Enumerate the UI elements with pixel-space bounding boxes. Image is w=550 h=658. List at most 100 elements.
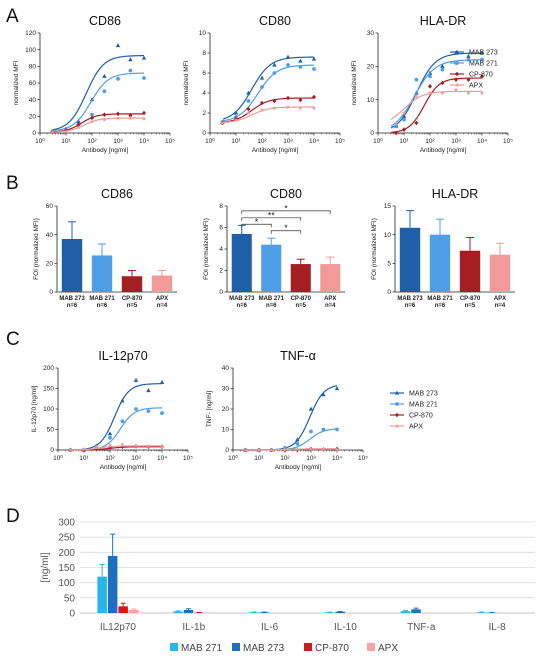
data-point bbox=[94, 444, 99, 449]
data-point bbox=[298, 58, 303, 63]
curve-cp-870 bbox=[52, 113, 144, 133]
y-tick-label: 0 bbox=[50, 447, 54, 454]
y-tick-label: 0 bbox=[202, 130, 206, 137]
bar-apx bbox=[489, 254, 511, 292]
category-label: MAB 271 bbox=[89, 296, 115, 302]
y-tick-label: 6 bbox=[219, 225, 223, 232]
data-point bbox=[120, 442, 125, 447]
legend-swatch bbox=[304, 643, 312, 651]
bar bbox=[476, 612, 487, 613]
y-tick-label: 5 bbox=[387, 261, 391, 268]
data-point bbox=[440, 80, 445, 86]
data-point bbox=[141, 116, 147, 121]
data-point bbox=[246, 90, 251, 95]
legend-swatch bbox=[367, 643, 375, 651]
data-point bbox=[107, 431, 113, 436]
y-tick-label: 10 bbox=[222, 427, 230, 434]
x-tick-label: 10⁵ bbox=[503, 138, 513, 145]
category-n-label: n=4 bbox=[157, 303, 168, 309]
legend-marker bbox=[394, 423, 400, 429]
bar bbox=[118, 606, 128, 613]
bar bbox=[335, 611, 345, 613]
legend-a: MAB 273 MAB 271 CP-870 APX bbox=[450, 49, 498, 89]
data-point bbox=[102, 117, 107, 122]
y-tick-label: 30 bbox=[367, 30, 375, 37]
y-tick-label: 8 bbox=[202, 50, 206, 57]
legend-marker bbox=[455, 71, 459, 77]
cytokine-bar-chart: 0 50 100 150 200 250 300 [ng/ml] IL12p70 IL-1b IL-… bbox=[40, 518, 535, 633]
y-tick-label: 200 bbox=[43, 365, 54, 372]
data-point bbox=[308, 446, 314, 452]
category-label: IL-1b bbox=[182, 622, 205, 633]
x-tick-label: 10³ bbox=[451, 138, 461, 145]
legend-swatch bbox=[170, 643, 178, 651]
data-point bbox=[308, 406, 314, 411]
data-point bbox=[141, 55, 147, 60]
cytokine-legend: MAB 271 MAB 273 CP-870 APX bbox=[170, 643, 398, 654]
x-tick-label: 10¹ bbox=[254, 455, 264, 462]
data-point bbox=[312, 67, 316, 71]
data-point bbox=[89, 119, 95, 124]
category-label: APX bbox=[494, 296, 506, 302]
data-point bbox=[233, 110, 239, 115]
panel-label-c: C bbox=[6, 329, 20, 350]
data-point bbox=[142, 110, 146, 116]
bar-mab-271 bbox=[429, 234, 451, 292]
y-tick-label: 100 bbox=[43, 406, 54, 413]
x-tick-label: 10⁴ bbox=[157, 455, 167, 462]
y-tick-label: 0 bbox=[69, 609, 75, 620]
data-point bbox=[133, 377, 139, 382]
data-point bbox=[259, 75, 265, 80]
data-point bbox=[128, 115, 133, 121]
x-tick-label: 10² bbox=[425, 138, 435, 145]
x-tick-label: 10⁴ bbox=[139, 138, 149, 145]
category-label: TNF-a bbox=[407, 622, 436, 633]
legend-label: MAB 273 bbox=[409, 390, 438, 397]
data-point bbox=[146, 388, 151, 393]
legend-marker bbox=[454, 49, 460, 54]
dose-response-chart-tnf: TNF-α 0 10 20 30 40 10⁰ 10¹ 10² 10³ 10⁴ 10⁵ Antibody… bbox=[206, 349, 368, 471]
category-n-label: n=4 bbox=[325, 303, 336, 309]
y-tick-label: 250 bbox=[58, 533, 75, 544]
category-label: IL12p70 bbox=[100, 622, 137, 633]
data-point bbox=[272, 62, 277, 67]
data-point bbox=[246, 110, 251, 116]
data-point bbox=[414, 120, 419, 126]
data-point bbox=[295, 447, 300, 452]
bar bbox=[324, 612, 335, 613]
y-axis-label: FOI (normalized MFI) bbox=[33, 218, 40, 280]
y-axis-label: FOI (normalized MFI) bbox=[203, 218, 210, 280]
data-point bbox=[233, 117, 239, 123]
legend-marker bbox=[395, 412, 399, 418]
y-axis-label: IL-12p70 [ng/ml] bbox=[31, 385, 38, 432]
category-n-label: n=6 bbox=[435, 303, 446, 309]
data-point bbox=[159, 379, 165, 384]
x-tick-label: 10¹ bbox=[61, 138, 71, 145]
legend-marker bbox=[454, 82, 460, 88]
category-label: CP-870 bbox=[460, 296, 481, 302]
x-tick-label: 10⁵ bbox=[183, 455, 193, 462]
bar bbox=[411, 609, 421, 613]
data-point bbox=[146, 409, 151, 413]
category-label: MAB 273 bbox=[59, 296, 85, 302]
x-axis-label: Antibody [ng/ml] bbox=[82, 147, 129, 154]
significance-bracket bbox=[241, 210, 331, 214]
data-point bbox=[321, 447, 326, 452]
data-point bbox=[63, 129, 69, 134]
data-point bbox=[466, 90, 471, 96]
data-point bbox=[81, 446, 87, 452]
bar-cp-870 bbox=[290, 264, 311, 292]
y-tick-label: 60 bbox=[46, 203, 54, 210]
curve-apx bbox=[222, 106, 314, 124]
legend-marker bbox=[455, 61, 459, 65]
data-point bbox=[272, 71, 277, 75]
chart-title: HLA-DR bbox=[432, 187, 479, 201]
x-tick-label: 10² bbox=[280, 455, 290, 462]
legend-label: MAB 271 bbox=[469, 60, 498, 67]
y-tick-label: 8 bbox=[219, 203, 223, 210]
bar bbox=[173, 611, 183, 613]
y-tick-label: 150 bbox=[58, 563, 75, 574]
y-tick-label: 50 bbox=[64, 593, 76, 604]
